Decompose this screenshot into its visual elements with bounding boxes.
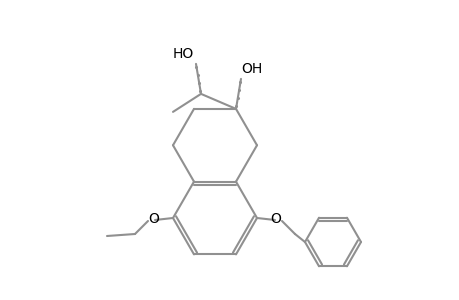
Text: O: O — [148, 212, 159, 226]
Text: O: O — [270, 212, 281, 226]
Text: OH: OH — [241, 62, 262, 76]
Text: HO: HO — [173, 47, 194, 61]
